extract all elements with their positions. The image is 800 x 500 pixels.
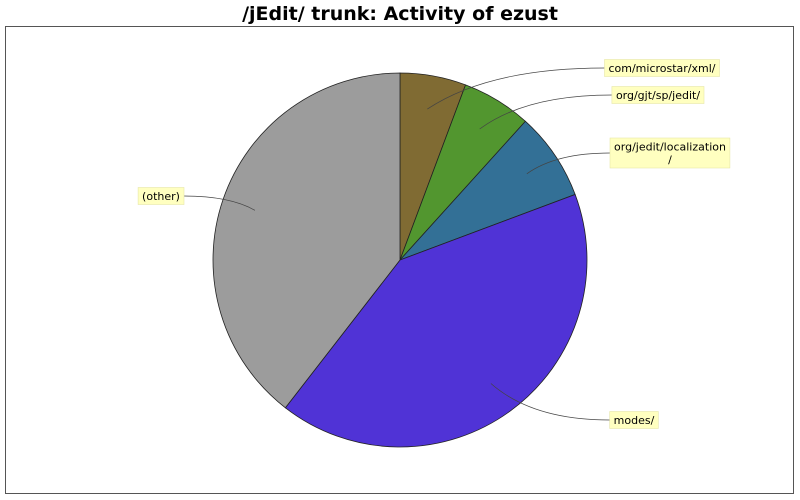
slice-label-text-2-0: org/jedit/localization — [614, 141, 726, 154]
slice-label-1: org/gjt/sp/jedit/ — [611, 86, 705, 104]
slice-label-2: org/jedit/localization/ — [609, 137, 731, 169]
slice-label-text-0-0: com/microstar/xml/ — [608, 62, 715, 75]
slice-labels: com/microstar/xml/org/gjt/sp/jedit/org/j… — [137, 59, 731, 429]
pie-slices — [212, 72, 588, 448]
leader-line-0 — [427, 67, 605, 110]
label-leader-lines — [183, 67, 612, 421]
leader-line-2 — [526, 152, 611, 175]
slice-label-box-3 — [609, 411, 659, 429]
slice-label-text-1-0: org/gjt/sp/jedit/ — [616, 89, 700, 102]
slice-label-box-4 — [137, 187, 185, 205]
slice-label-box-0 — [604, 59, 720, 77]
slice-label-3: modes/ — [609, 411, 659, 429]
pie-slice-3 — [284, 193, 588, 448]
slice-label-4: (other) — [137, 187, 185, 205]
slice-label-text-3-0: modes/ — [614, 414, 655, 427]
slice-label-text-4-0: (other) — [142, 190, 180, 203]
leader-line-4 — [183, 195, 256, 211]
slice-label-box-1 — [611, 86, 705, 104]
slice-label-text-2-1: / — [668, 154, 672, 167]
leader-line-3 — [490, 383, 610, 421]
leader-line-1 — [479, 94, 612, 130]
chart-title: /jEdit/ trunk: Activity of ezust — [242, 3, 558, 25]
slice-label-box-2 — [609, 137, 731, 169]
slice-label-0: com/microstar/xml/ — [604, 59, 720, 77]
